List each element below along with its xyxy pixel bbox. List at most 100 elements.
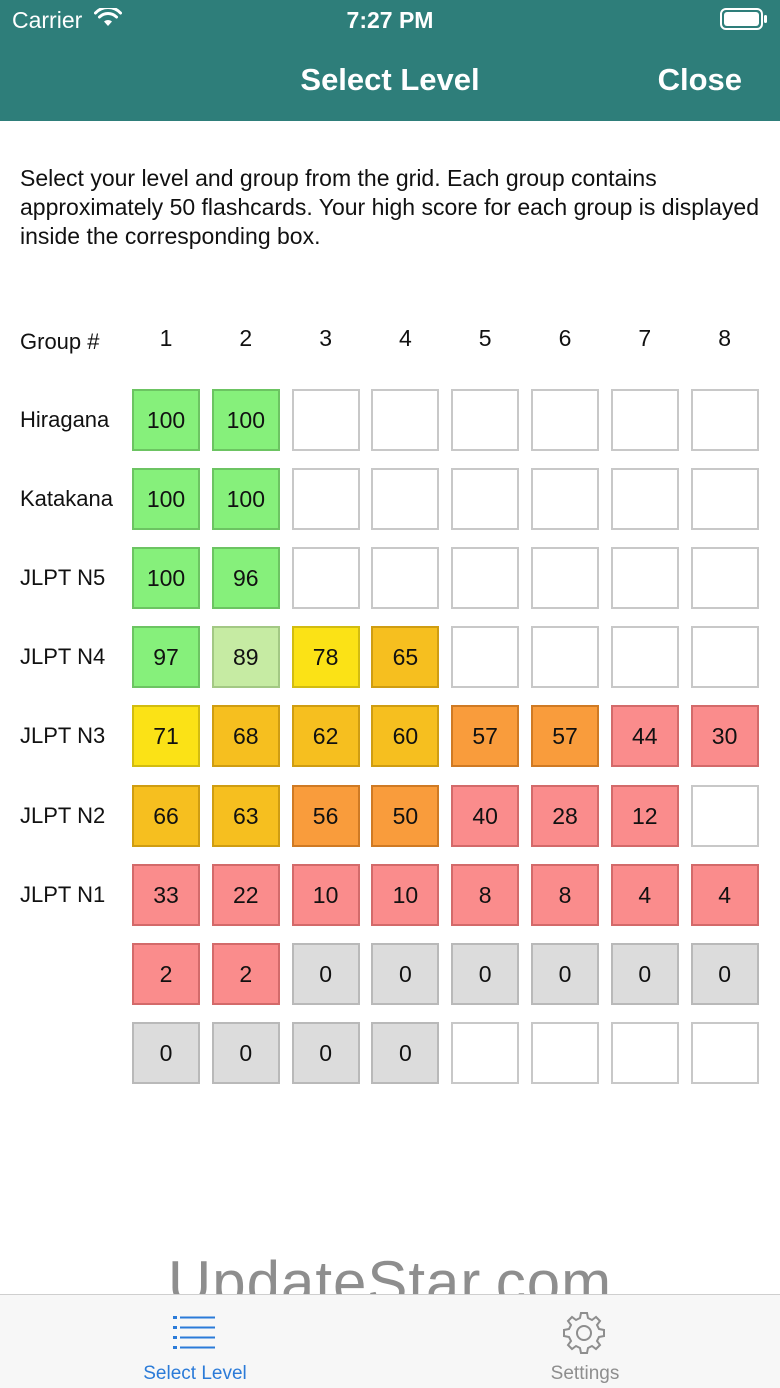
group-cell[interactable]: 0 (531, 942, 599, 1005)
group-cell[interactable]: 12 (610, 784, 679, 847)
group-cell[interactable] (610, 1022, 679, 1085)
group-cell[interactable]: 33 (132, 863, 200, 926)
group-cell[interactable]: 2 (211, 942, 280, 1005)
group-cell[interactable]: 100 (132, 467, 200, 530)
battery-icon (720, 8, 767, 30)
row-label: JLPT N1 (20, 881, 106, 907)
group-cell[interactable]: 0 (211, 1022, 280, 1085)
group-cell[interactable]: 4 (690, 863, 759, 926)
group-cell[interactable]: 57 (451, 705, 520, 768)
group-header-label: Group # (20, 329, 100, 354)
tab-bar: Select Level Settings (0, 1294, 780, 1388)
group-cell[interactable] (531, 1022, 599, 1085)
column-label: 6 (558, 325, 572, 351)
group-cell[interactable]: 96 (211, 546, 280, 609)
group-cell[interactable]: 8 (451, 863, 520, 926)
group-cell[interactable]: 28 (531, 784, 599, 847)
column-label: 1 (159, 325, 173, 351)
group-cell[interactable]: 100 (211, 467, 280, 530)
group-cell[interactable] (451, 626, 520, 689)
gear-icon (563, 1312, 605, 1354)
app-header: Carrier 7:27 PM Select Level Close (0, 0, 780, 121)
close-button[interactable]: Close (657, 62, 742, 97)
group-cell[interactable] (690, 388, 759, 451)
group-cell[interactable]: 78 (291, 626, 360, 689)
group-cell[interactable] (531, 546, 599, 609)
group-cell[interactable]: 66 (132, 784, 200, 847)
group-cell[interactable]: 2 (132, 942, 200, 1005)
group-cell[interactable]: 22 (211, 863, 280, 926)
row-label: JLPT N3 (20, 723, 106, 749)
group-cell[interactable]: 0 (291, 1022, 360, 1085)
column-label: 3 (319, 325, 332, 351)
group-cell[interactable]: 44 (610, 705, 679, 768)
group-cell[interactable]: 0 (291, 942, 360, 1005)
group-cell[interactable]: 4 (610, 863, 679, 926)
list-icon (173, 1316, 215, 1349)
group-cell[interactable]: 0 (690, 942, 759, 1005)
group-cell[interactable]: 100 (132, 388, 200, 451)
tab-settings[interactable]: Settings (390, 1295, 780, 1388)
group-cell[interactable] (291, 388, 360, 451)
group-cell[interactable]: 30 (690, 705, 759, 768)
group-cell[interactable]: 63 (211, 784, 280, 847)
row-label: Katakana (20, 485, 113, 511)
group-cell[interactable] (451, 467, 520, 530)
row-label: JLPT N5 (20, 564, 106, 590)
group-cell[interactable]: 8 (531, 863, 599, 926)
tab-select-level[interactable]: Select Level (0, 1295, 390, 1388)
group-cell[interactable]: 71 (132, 705, 200, 768)
group-cell[interactable]: 100 (132, 546, 200, 609)
group-cell[interactable]: 89 (211, 626, 280, 689)
group-cell[interactable] (610, 467, 679, 530)
group-cell[interactable]: 0 (451, 942, 520, 1005)
page-title: Select Level (300, 62, 480, 97)
column-label: 8 (718, 325, 731, 351)
group-cell[interactable] (690, 546, 759, 609)
group-cell[interactable]: 10 (291, 863, 360, 926)
group-cell[interactable] (291, 467, 360, 530)
group-cell[interactable] (690, 467, 759, 530)
group-cell[interactable]: 60 (371, 705, 440, 768)
group-cell[interactable] (451, 546, 520, 609)
column-label: 5 (478, 325, 492, 351)
group-cell[interactable]: 68 (211, 705, 280, 768)
group-cell[interactable] (610, 626, 679, 689)
group-cell[interactable] (531, 626, 599, 689)
group-cell[interactable]: 65 (371, 626, 440, 689)
row-label: Hiragana (20, 406, 110, 432)
status-time: 7:27 PM (346, 7, 434, 33)
column-label: 7 (638, 325, 652, 351)
group-cell[interactable]: 56 (291, 784, 360, 847)
group-cell[interactable] (690, 784, 759, 847)
status-carrier: Carrier (12, 7, 83, 33)
row-label: JLPT N2 (20, 802, 106, 828)
tab-select-level-label: Select Level (143, 1363, 247, 1384)
group-cell[interactable]: 0 (132, 1022, 200, 1085)
group-cell[interactable] (371, 388, 440, 451)
group-cell[interactable]: 0 (371, 942, 440, 1005)
wifi-icon (94, 8, 122, 26)
group-cell[interactable]: 57 (531, 705, 599, 768)
group-cell[interactable] (451, 1022, 520, 1085)
group-cell[interactable]: 0 (371, 1022, 440, 1085)
group-cell[interactable]: 40 (451, 784, 520, 847)
group-cell[interactable] (531, 388, 599, 451)
group-cell[interactable] (371, 546, 440, 609)
group-cell[interactable]: 100 (211, 388, 280, 451)
group-cell[interactable] (690, 1022, 759, 1085)
group-cell[interactable]: 0 (610, 942, 679, 1005)
group-cell[interactable]: 50 (371, 784, 440, 847)
group-cell[interactable]: 62 (291, 705, 360, 768)
group-cell[interactable]: 97 (132, 626, 200, 689)
group-cell[interactable] (371, 467, 440, 530)
group-cell[interactable] (610, 546, 679, 609)
group-cell[interactable]: 10 (371, 863, 440, 926)
group-cell[interactable] (451, 388, 520, 451)
group-cell[interactable] (690, 626, 759, 689)
group-cell[interactable] (610, 388, 679, 451)
group-cell[interactable] (291, 546, 360, 609)
group-cell[interactable] (531, 467, 599, 530)
tab-settings-label: Settings (550, 1363, 620, 1384)
instructions-text: Select your level and group from the gri… (20, 165, 759, 249)
